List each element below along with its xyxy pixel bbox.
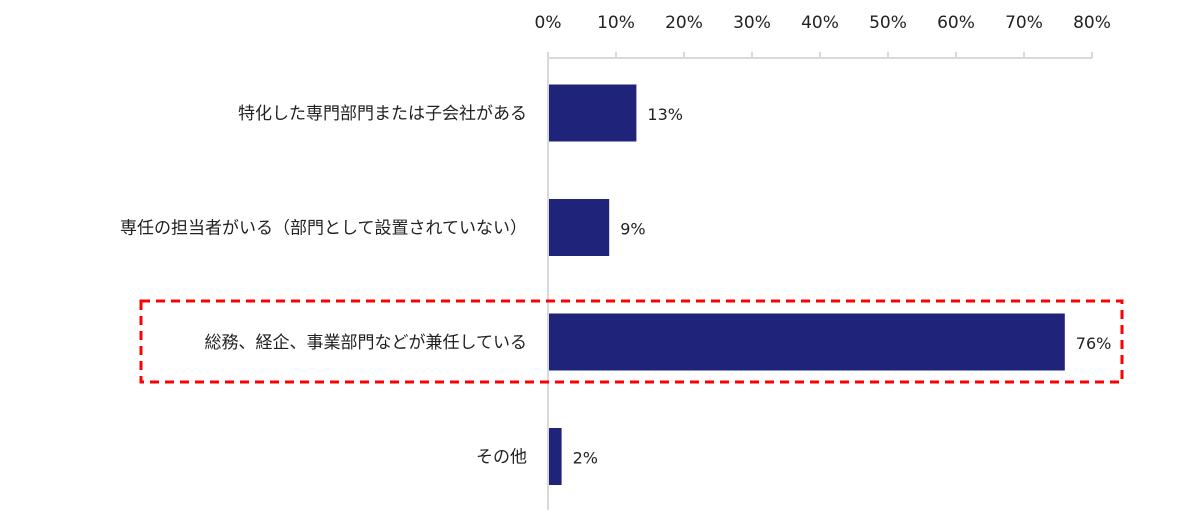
x-tick-label: 50% bbox=[869, 13, 907, 33]
category-label: 専任の担当者がいる（部門として設置されていない） bbox=[120, 219, 527, 239]
bar bbox=[549, 313, 1065, 371]
category-label: 特化した専門部門または子会社がある bbox=[238, 104, 527, 124]
x-axis: 0% 10% 20% 30% 40% 50% 60% 70% 80% bbox=[535, 13, 1111, 510]
x-tick-label: 80% bbox=[1073, 13, 1111, 33]
category-label: その他 bbox=[476, 448, 527, 468]
category-label: 総務、経企、事業部門などが兼任している bbox=[205, 333, 528, 353]
bar bbox=[549, 428, 562, 485]
data-label: 76% bbox=[1076, 334, 1112, 353]
data-label: 2% bbox=[573, 449, 598, 468]
x-tick-label: 10% bbox=[597, 13, 635, 33]
data-label: 9% bbox=[620, 220, 645, 239]
x-tick-label: 30% bbox=[733, 13, 771, 33]
x-tick-label: 0% bbox=[535, 13, 562, 33]
x-tick-label: 60% bbox=[937, 13, 975, 33]
x-tick-label: 20% bbox=[665, 13, 703, 33]
x-tick-label: 40% bbox=[801, 13, 839, 33]
highlight-box bbox=[139, 299, 1124, 384]
bar bbox=[549, 199, 610, 256]
data-label: 13% bbox=[647, 105, 683, 124]
bars: 特化した専門部門または子会社がある 13% 専任の担当者がいる（部門として設置されて… bbox=[120, 84, 1112, 485]
bar bbox=[549, 84, 637, 142]
x-tick-label: 70% bbox=[1005, 13, 1043, 33]
